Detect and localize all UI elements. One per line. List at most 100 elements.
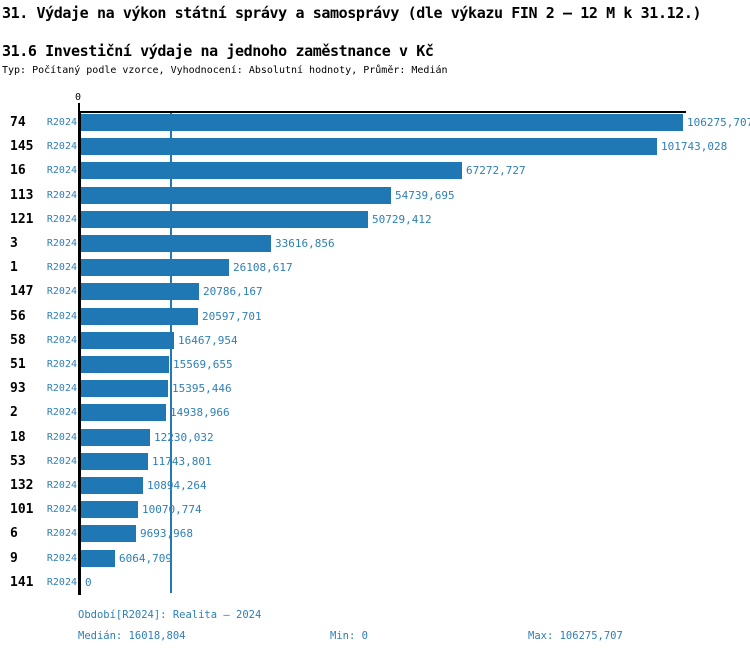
stat-max: Max: 106275,707 xyxy=(528,630,623,642)
bar xyxy=(81,283,199,300)
row-series-label: R2024 xyxy=(46,214,77,225)
bar-value-label: 12230,032 xyxy=(154,431,214,444)
row-category-label: 145 xyxy=(10,139,34,154)
row-category-label: 132 xyxy=(10,478,34,493)
zero-tick-mark xyxy=(78,103,80,112)
stat-median: Medián: 16018,804 xyxy=(78,630,186,642)
bar-value-label: 15569,655 xyxy=(173,358,233,371)
row-category-label: 9 xyxy=(10,551,18,566)
chart-row: 74 R2024 106275,707 xyxy=(0,114,750,131)
chart-row: 121 R2024 50729,412 xyxy=(0,211,750,228)
report-title: 31. Výdaje na výkon státní správy a samo… xyxy=(2,4,702,22)
row-category-label: 101 xyxy=(10,502,34,517)
row-category-label: 147 xyxy=(10,284,34,299)
row-series-label: R2024 xyxy=(46,407,77,418)
chart-row: 93 R2024 15395,446 xyxy=(0,380,750,397)
bar xyxy=(81,356,169,373)
bar xyxy=(81,235,271,252)
bar xyxy=(81,404,166,421)
row-category-label: 93 xyxy=(10,381,26,396)
chart-row: 6 R2024 9693,968 xyxy=(0,525,750,542)
chart-row: 3 R2024 33616,856 xyxy=(0,235,750,252)
bar-value-label: 0 xyxy=(85,576,92,589)
bar-value-label: 10070,774 xyxy=(142,503,202,516)
row-series-label: R2024 xyxy=(46,553,77,564)
row-category-label: 18 xyxy=(10,430,26,445)
row-series-label: R2024 xyxy=(46,190,77,201)
row-series-label: R2024 xyxy=(46,141,77,152)
row-category-label: 53 xyxy=(10,454,26,469)
bar xyxy=(81,259,229,276)
row-category-label: 74 xyxy=(10,115,26,130)
bar xyxy=(81,162,462,179)
bar-value-label: 50729,412 xyxy=(372,213,432,226)
bar-value-label: 54739,695 xyxy=(395,189,455,202)
bar xyxy=(81,380,168,397)
row-series-label: R2024 xyxy=(46,432,77,443)
bar-value-label: 33616,856 xyxy=(275,237,335,250)
bar-value-label: 14938,966 xyxy=(170,406,230,419)
row-series-label: R2024 xyxy=(46,480,77,491)
bar xyxy=(81,332,174,349)
chart-row: 51 R2024 15569,655 xyxy=(0,356,750,373)
row-series-label: R2024 xyxy=(46,262,77,273)
row-series-label: R2024 xyxy=(46,117,77,128)
bar-value-label: 15395,446 xyxy=(172,382,232,395)
bar-value-label: 9693,968 xyxy=(140,527,193,540)
chart-row: 58 R2024 16467,954 xyxy=(0,332,750,349)
bar-value-label: 10894,264 xyxy=(147,479,207,492)
row-series-label: R2024 xyxy=(46,383,77,394)
row-series-label: R2024 xyxy=(46,165,77,176)
bar-value-label: 11743,801 xyxy=(152,455,212,468)
chart-row: 141 R2024 0 xyxy=(0,574,750,591)
zero-tick-label: 0 xyxy=(75,92,82,103)
bar-value-label: 106275,707 xyxy=(687,116,750,129)
chart-rows: 74 R2024 106275,707 145 R2024 101743,028 16 R20… xyxy=(0,114,750,599)
bar-value-label: 16467,954 xyxy=(178,334,238,347)
bar-value-label: 6064,709 xyxy=(119,552,172,565)
chart-row: 132 R2024 10894,264 xyxy=(0,477,750,494)
bar xyxy=(81,550,115,567)
bar xyxy=(81,453,148,470)
bar-value-label: 101743,028 xyxy=(661,140,728,153)
bar xyxy=(81,429,150,446)
chart-title: 31.6 Investiční výdaje na jednoho zaměst… xyxy=(2,42,434,60)
chart-row: 113 R2024 54739,695 xyxy=(0,187,750,204)
chart-row: 56 R2024 20597,701 xyxy=(0,308,750,325)
chart-row: 101 R2024 10070,774 xyxy=(0,501,750,518)
row-category-label: 2 xyxy=(10,405,18,420)
y-axis-line xyxy=(78,111,81,595)
row-category-label: 3 xyxy=(10,236,18,251)
row-category-label: 141 xyxy=(10,575,34,590)
row-series-label: R2024 xyxy=(46,359,77,370)
period-legend: Období[R2024]: Realita – 2024 xyxy=(78,609,262,621)
bar xyxy=(81,525,136,542)
stat-min: Min: 0 xyxy=(330,630,368,642)
row-category-label: 1 xyxy=(10,260,18,275)
chart-row: 1 R2024 26108,617 xyxy=(0,259,750,276)
bar xyxy=(81,187,391,204)
row-series-label: R2024 xyxy=(46,456,77,467)
row-series-label: R2024 xyxy=(46,311,77,322)
median-line xyxy=(170,113,172,593)
bar xyxy=(81,138,657,155)
chart-row: 147 R2024 20786,167 xyxy=(0,283,750,300)
bar xyxy=(81,477,143,494)
chart-meta-line: Typ: Počítaný podle vzorce, Vyhodnocení:… xyxy=(2,65,448,76)
bar xyxy=(81,211,368,228)
row-series-label: R2024 xyxy=(46,528,77,539)
chart-row: 16 R2024 67272,727 xyxy=(0,162,750,179)
bar-value-label: 67272,727 xyxy=(466,164,526,177)
bar-value-label: 26108,617 xyxy=(233,261,293,274)
bar xyxy=(81,308,198,325)
chart-row: 9 R2024 6064,709 xyxy=(0,550,750,567)
bar xyxy=(81,501,138,518)
row-series-label: R2024 xyxy=(46,335,77,346)
chart-row: 18 R2024 12230,032 xyxy=(0,429,750,446)
chart-row: 53 R2024 11743,801 xyxy=(0,453,750,470)
row-category-label: 58 xyxy=(10,333,26,348)
row-series-label: R2024 xyxy=(46,577,77,588)
chart-row: 2 R2024 14938,966 xyxy=(0,404,750,421)
row-category-label: 113 xyxy=(10,188,34,203)
bar-value-label: 20597,701 xyxy=(202,310,262,323)
